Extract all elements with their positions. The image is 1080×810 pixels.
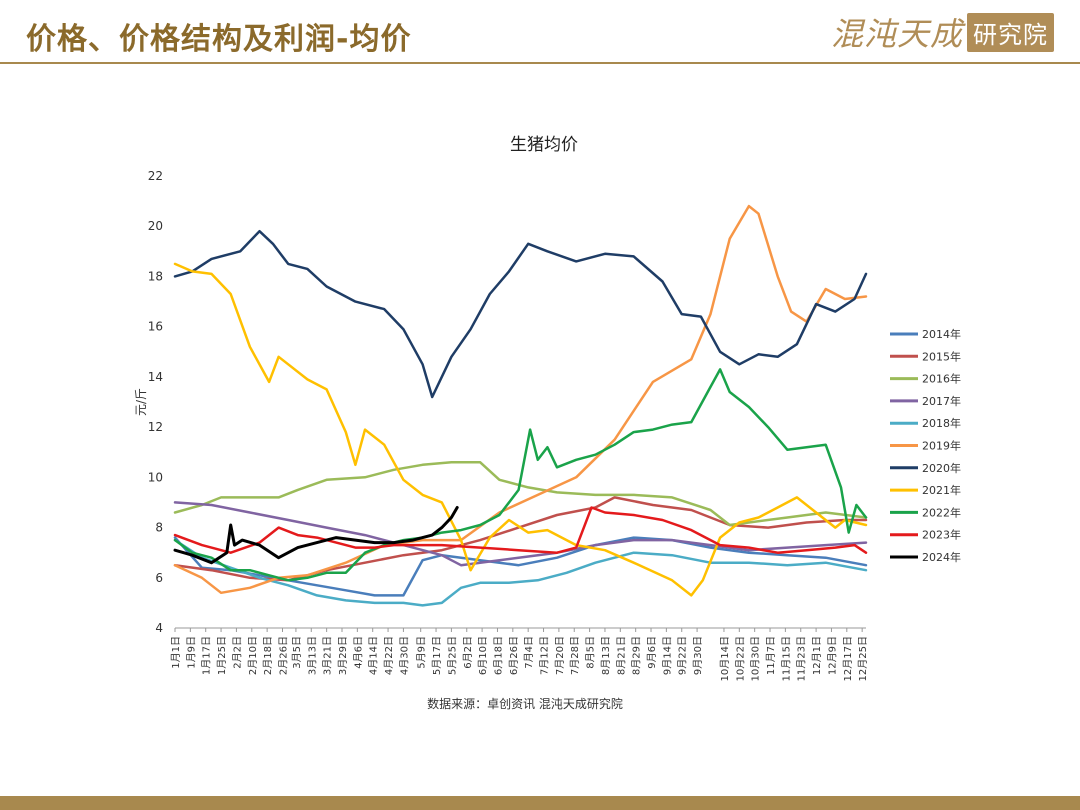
footer-bar: [0, 796, 1080, 810]
x-tick-label: 10月14日: [719, 636, 731, 681]
series-line-2015年: [173, 496, 868, 582]
x-tick-label: 10月22日: [734, 636, 746, 681]
x-tick-label: 8月29日: [631, 636, 643, 675]
series-lines: [173, 204, 868, 607]
series-line-2018年: [173, 538, 868, 607]
x-tick-label: 5月9日: [416, 636, 428, 669]
y-tick-label: 16: [148, 320, 163, 334]
line-chart: 生猪均价 元/斤 4 6 8 10 12 14 16 18 20 22 1月1日 1月9日 1月17日…: [134, 135, 961, 711]
x-tick-label: 3月5日: [291, 636, 303, 669]
legend-label: 2017年: [922, 394, 961, 408]
x-tick-label: 5月25日: [446, 636, 458, 675]
x-tick-label: 2月26日: [277, 636, 289, 675]
y-axis: 4 6 8 10 12 14 16 18 20 22: [148, 169, 163, 635]
page-title: 价格、价格结构及利润-均价: [26, 22, 412, 57]
y-tick-label: 18: [148, 269, 163, 283]
x-tick-label: 3月13日: [306, 636, 318, 675]
x-tick-label: 6月18日: [492, 636, 504, 675]
header-divider: [0, 62, 1080, 64]
y-tick-label: 8: [155, 521, 163, 535]
x-tick-label: 11月15日: [780, 636, 792, 681]
legend-label: 2015年: [922, 349, 961, 363]
x-tick-label: 7月4日: [523, 636, 535, 669]
x-tick-label: 2月18日: [262, 636, 274, 675]
x-tick-label: 7月20日: [554, 636, 566, 675]
legend-label: 2021年: [922, 483, 961, 497]
x-tick-label: 6月2日: [462, 636, 474, 669]
chart-title: 生猪均价: [510, 135, 578, 155]
x-tick-label: 9月6日: [646, 636, 658, 669]
header: 价格、价格结构及利润-均价 混沌天成 研究院: [0, 0, 1080, 62]
y-tick-label: 20: [148, 219, 163, 233]
brand-seal: 研究院: [967, 12, 1054, 52]
x-tick-label: 1月17日: [201, 636, 213, 675]
x-tick-label: 7月28日: [569, 636, 581, 675]
series-line-2024年: [173, 506, 459, 565]
series-line-2021年: [173, 262, 868, 597]
x-tick-label: 7月12日: [539, 636, 551, 675]
series-line-2016年: [173, 461, 868, 527]
y-tick-label: 12: [148, 420, 163, 434]
x-tick-label: 4月6日: [352, 636, 364, 669]
x-tick-label: 8月21日: [615, 636, 627, 675]
legend-label: 2014年: [922, 327, 961, 341]
legend-label: 2023年: [922, 528, 961, 542]
y-tick-label: 22: [148, 169, 163, 183]
x-tick-label: 3月21日: [322, 636, 334, 675]
y-tick-label: 14: [148, 370, 163, 384]
source-note: 数据来源：卓创资讯 混沌天成研究院: [427, 696, 623, 711]
y-axis-label: 元/斤: [134, 388, 148, 416]
legend-label: 2019年: [922, 439, 961, 453]
legend-label: 2024年: [922, 550, 961, 564]
x-tick-label: 12月25日: [857, 636, 869, 681]
x-tick-label: 11月23日: [796, 636, 808, 681]
x-tick-label: 1月9日: [185, 636, 197, 669]
x-tick-label: 6月10日: [477, 636, 489, 675]
y-tick-label: 6: [155, 571, 163, 585]
x-tick-label: 4月14日: [368, 636, 380, 675]
series-line-2019年: [173, 204, 868, 595]
x-tick-label: 6月26日: [508, 636, 520, 675]
x-tick-label: 9月14日: [661, 636, 673, 675]
x-tick-label: 11月7日: [765, 636, 777, 675]
legend-label: 2016年: [922, 372, 961, 386]
x-tick-label: 12月1日: [811, 636, 823, 675]
x-tick-label: 1月1日: [170, 636, 182, 669]
legend-label: 2020年: [922, 461, 961, 475]
y-tick-label: 4: [155, 621, 163, 635]
brand-logo: 混沌天成 研究院: [830, 12, 1054, 53]
x-tick-label: 9月30日: [692, 636, 704, 675]
x-tick-label: 12月9日: [826, 636, 838, 675]
x-axis: 1月1日 1月9日 1月17日 1月25日 2月2日 2月10日 2月18日 2月26日 3月5…: [170, 627, 869, 681]
x-tick-label: 8月5日: [585, 636, 597, 669]
series-line-2022年: [173, 368, 868, 582]
x-tick-label: 9月22日: [677, 636, 689, 675]
y-tick-label: 10: [148, 470, 163, 484]
legend-label: 2022年: [922, 505, 961, 519]
brand-name: 混沌天成: [830, 15, 963, 53]
x-tick-label: 5月17日: [431, 636, 443, 675]
legend: 2014年 2015年 2016年 2017年 2018年 2019年 2020年 2021年…: [890, 327, 961, 564]
x-tick-label: 2月10日: [247, 636, 259, 675]
x-tick-label: 12月17日: [842, 636, 854, 681]
x-tick-label: 10月30日: [750, 636, 762, 681]
series-line-2020年: [173, 229, 868, 399]
legend-label: 2018年: [922, 416, 961, 430]
series-line-2023年: [173, 506, 868, 554]
x-tick-label: 3月29日: [337, 636, 349, 675]
x-tick-label: 2月2日: [231, 636, 243, 669]
series-line-2017年: [173, 501, 868, 567]
x-tick-label: 8月13日: [600, 636, 612, 675]
series-line-2014年: [173, 536, 868, 597]
x-tick-label: 4月22日: [383, 636, 395, 675]
x-tick-label: 1月25日: [216, 636, 228, 675]
x-tick-label: 4月30日: [398, 636, 410, 675]
